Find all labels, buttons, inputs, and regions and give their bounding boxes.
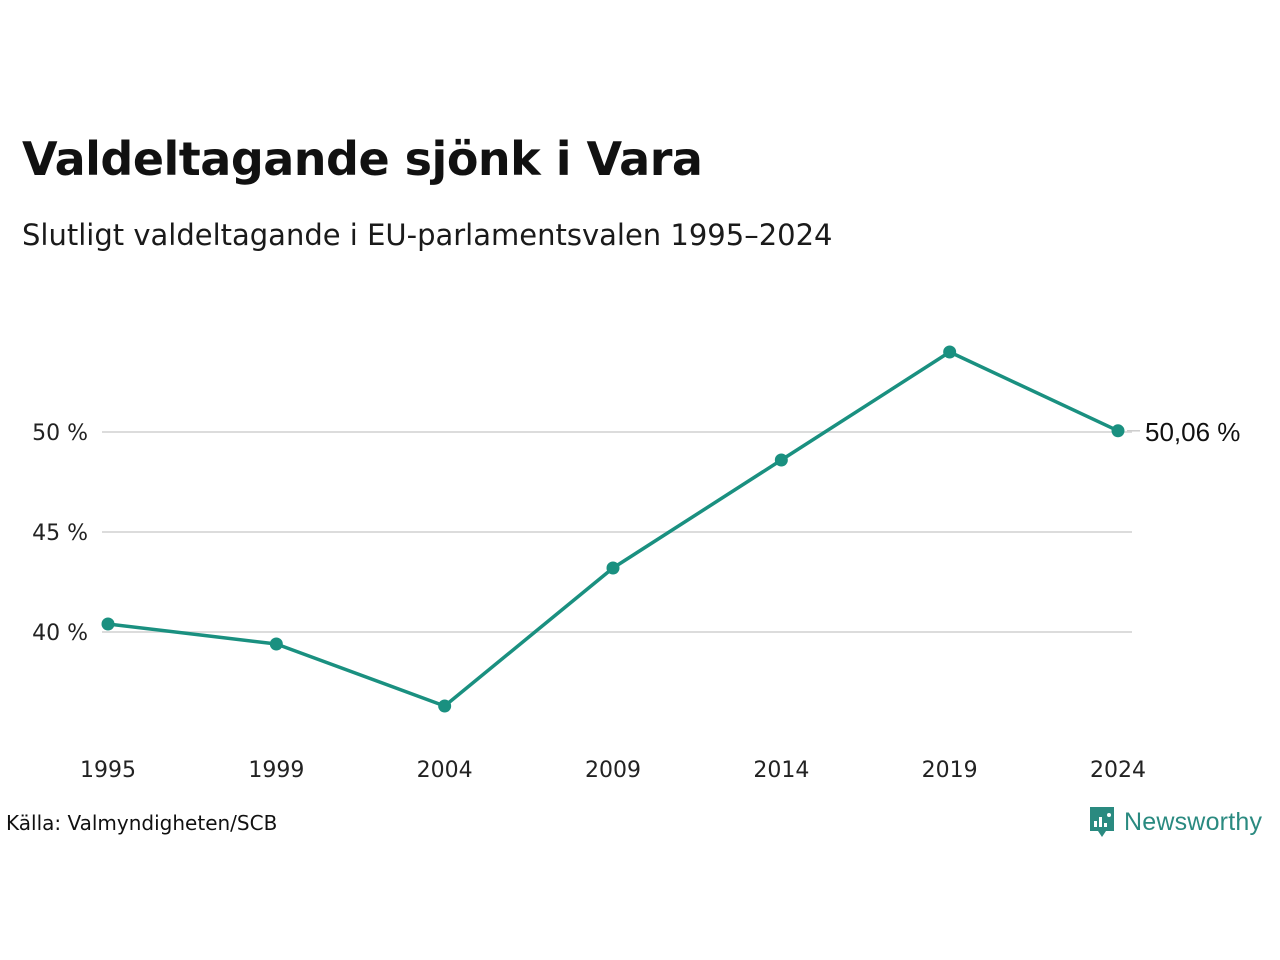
brand-name: Newsworthy <box>1124 807 1263 836</box>
data-points <box>101 345 1125 713</box>
brand-logo: Newsworthy <box>1088 804 1262 840</box>
y-tick-label: 40 % <box>32 621 88 646</box>
gridlines <box>102 431 1132 633</box>
data-point <box>269 637 283 651</box>
x-tick-label: 2014 <box>753 758 809 783</box>
y-tick-label: 50 % <box>32 421 88 446</box>
data-point <box>606 561 620 575</box>
x-tick-label: 2024 <box>1090 758 1146 783</box>
x-tick-label: 1999 <box>248 758 304 783</box>
x-tick-label: 2004 <box>417 758 473 783</box>
data-point <box>1111 424 1125 438</box>
source-note: Källa: Valmyndigheten/SCB <box>6 811 278 835</box>
data-point <box>438 699 452 713</box>
newsworthy-logo-icon <box>1090 807 1114 837</box>
data-point <box>101 617 115 631</box>
end-value-label: 50,06 % <box>1145 417 1240 447</box>
chart-subtitle: Slutligt valdeltagande i EU-parlamentsva… <box>22 218 833 252</box>
series-line-group <box>106 350 1120 708</box>
x-tick-label: 1995 <box>80 758 136 783</box>
chart-title: Valdeltagande sjönk i Vara <box>22 132 703 186</box>
x-tick-label: 2019 <box>922 758 978 783</box>
x-tick-label: 2009 <box>585 758 641 783</box>
end-label-group: 50,06 % <box>1127 417 1240 447</box>
x-axis-ticks: 1995 1999 2004 2009 2014 2019 2024 <box>80 758 1146 783</box>
y-axis-ticks: 40 % 45 % 50 % <box>32 421 88 646</box>
series-line <box>106 350 1120 708</box>
y-tick-label: 45 % <box>32 521 88 546</box>
data-point <box>774 453 788 467</box>
data-point <box>943 345 957 359</box>
